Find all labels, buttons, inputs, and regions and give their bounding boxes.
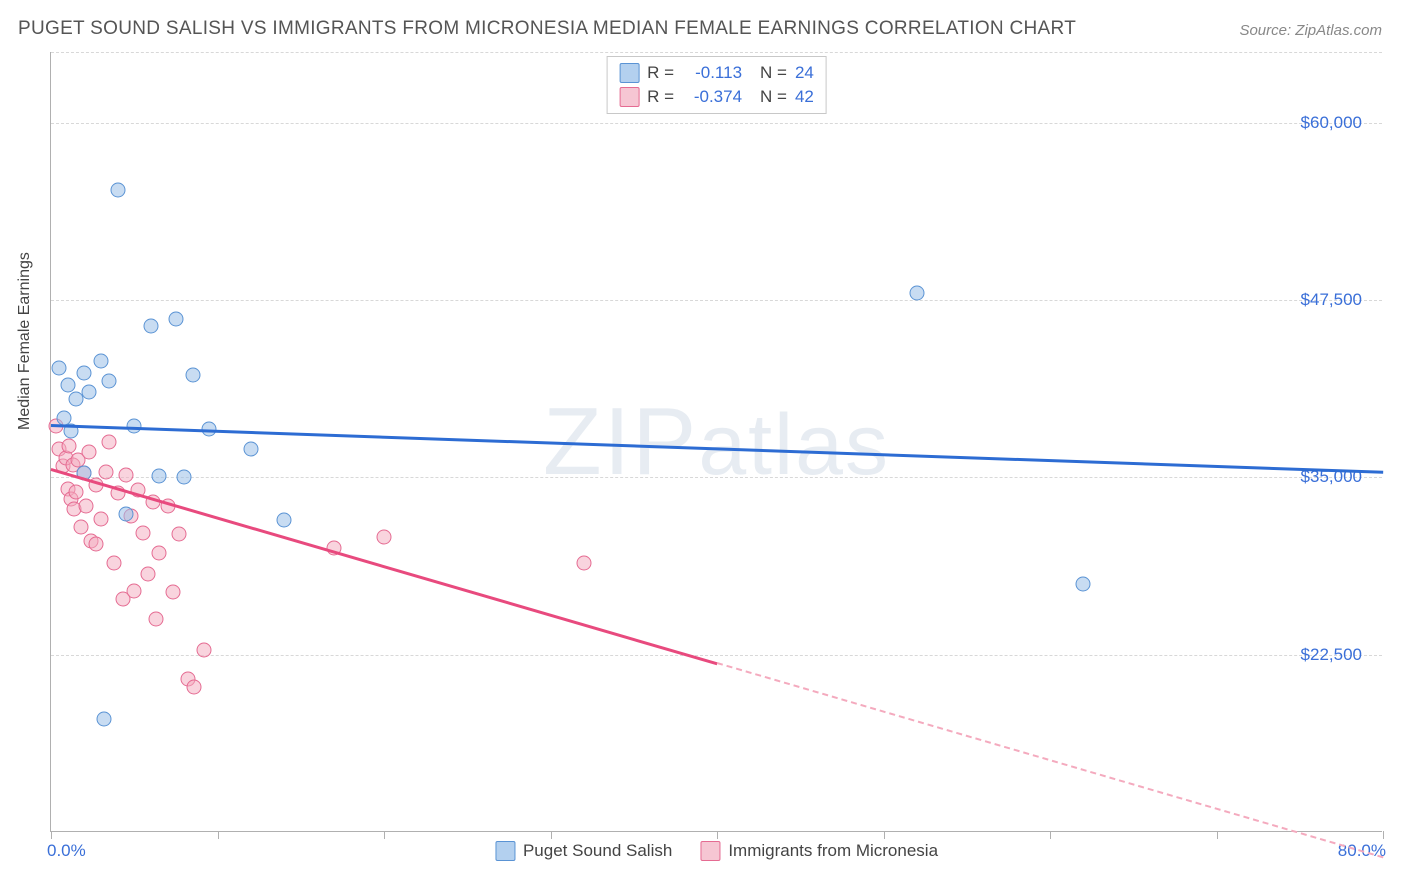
legend-item-blue: Puget Sound Salish: [495, 841, 672, 861]
r-value: -0.374: [682, 87, 742, 107]
data-point-pink: [93, 511, 108, 526]
data-point-blue: [110, 182, 125, 197]
r-value: -0.113: [682, 63, 742, 83]
data-point-pink: [135, 525, 150, 540]
data-point-blue: [118, 507, 133, 522]
data-point-pink: [172, 527, 187, 542]
r-label: R =: [647, 63, 674, 83]
correlation-legend-box: R = -0.113 N = 24 R = -0.374 N = 42: [606, 56, 827, 114]
gridline: [51, 655, 1382, 656]
data-point-blue: [243, 442, 258, 457]
n-label: N =: [760, 63, 787, 83]
data-point-blue: [1076, 576, 1091, 591]
data-point-blue: [102, 374, 117, 389]
data-point-pink: [73, 520, 88, 535]
chart-title: PUGET SOUND SALISH VS IMMIGRANTS FROM MI…: [18, 18, 1076, 40]
data-point-blue: [143, 318, 158, 333]
data-point-blue: [168, 311, 183, 326]
data-point-pink: [140, 566, 155, 581]
x-tick: [384, 831, 385, 839]
trendline-pink-solid: [51, 468, 718, 665]
data-point-pink: [98, 464, 113, 479]
legend-swatch-pink: [619, 87, 639, 107]
data-point-blue: [909, 286, 924, 301]
data-point-pink: [118, 467, 133, 482]
data-point-blue: [77, 365, 92, 380]
x-axis-min-label: 0.0%: [47, 841, 86, 861]
x-tick: [1383, 831, 1384, 839]
n-value: 24: [795, 63, 814, 83]
data-point-pink: [127, 583, 142, 598]
r-label: R =: [647, 87, 674, 107]
n-label: N =: [760, 87, 787, 107]
data-point-blue: [185, 368, 200, 383]
n-value: 42: [795, 87, 814, 107]
y-tick-label: $47,500: [1301, 290, 1362, 310]
data-point-pink: [197, 643, 212, 658]
legend-swatch-blue: [495, 841, 515, 861]
source-attribution: Source: ZipAtlas.com: [1239, 22, 1382, 39]
data-point-blue: [152, 469, 167, 484]
stat-legend-row: R = -0.113 N = 24: [619, 61, 814, 85]
gridline: [51, 477, 1382, 478]
x-tick: [884, 831, 885, 839]
x-tick: [551, 831, 552, 839]
gridline: [51, 52, 1382, 53]
y-tick-label: $60,000: [1301, 113, 1362, 133]
data-point-blue: [60, 378, 75, 393]
data-point-blue: [52, 361, 67, 376]
y-tick-label: $22,500: [1301, 645, 1362, 665]
data-point-blue: [97, 711, 112, 726]
data-point-pink: [377, 530, 392, 545]
data-point-pink: [78, 498, 93, 513]
scatter-plot-area: ZIPatlas R =-0.113N =24R =-0.374N =42 Pu…: [50, 52, 1382, 832]
data-point-pink: [187, 680, 202, 695]
legend-item-pink: Immigrants from Micronesia: [700, 841, 938, 861]
data-point-pink: [148, 612, 163, 627]
y-axis-label: Median Female Earnings: [16, 252, 34, 430]
data-point-pink: [82, 444, 97, 459]
legend-label: Puget Sound Salish: [523, 841, 672, 861]
data-point-pink: [62, 439, 77, 454]
x-tick: [1050, 831, 1051, 839]
series-legend: Puget Sound Salish Immigrants from Micron…: [495, 841, 938, 861]
x-tick: [717, 831, 718, 839]
data-point-blue: [82, 385, 97, 400]
x-tick: [218, 831, 219, 839]
watermark-text: ZIPatlas: [543, 387, 890, 497]
legend-label: Immigrants from Micronesia: [728, 841, 938, 861]
data-point-pink: [102, 435, 117, 450]
data-point-pink: [165, 585, 180, 600]
data-point-pink: [152, 545, 167, 560]
data-point-pink: [576, 555, 591, 570]
trendline-pink-dashed: [717, 662, 1384, 858]
x-tick: [51, 831, 52, 839]
data-point-blue: [277, 513, 292, 528]
data-point-pink: [68, 484, 83, 499]
data-point-blue: [93, 354, 108, 369]
gridline: [51, 300, 1382, 301]
data-point-pink: [88, 537, 103, 552]
data-point-pink: [107, 555, 122, 570]
x-tick: [1217, 831, 1218, 839]
legend-swatch-pink: [700, 841, 720, 861]
gridline: [51, 123, 1382, 124]
legend-swatch-blue: [619, 63, 639, 83]
stat-legend-row: R = -0.374 N = 42: [619, 85, 814, 109]
data-point-blue: [177, 470, 192, 485]
